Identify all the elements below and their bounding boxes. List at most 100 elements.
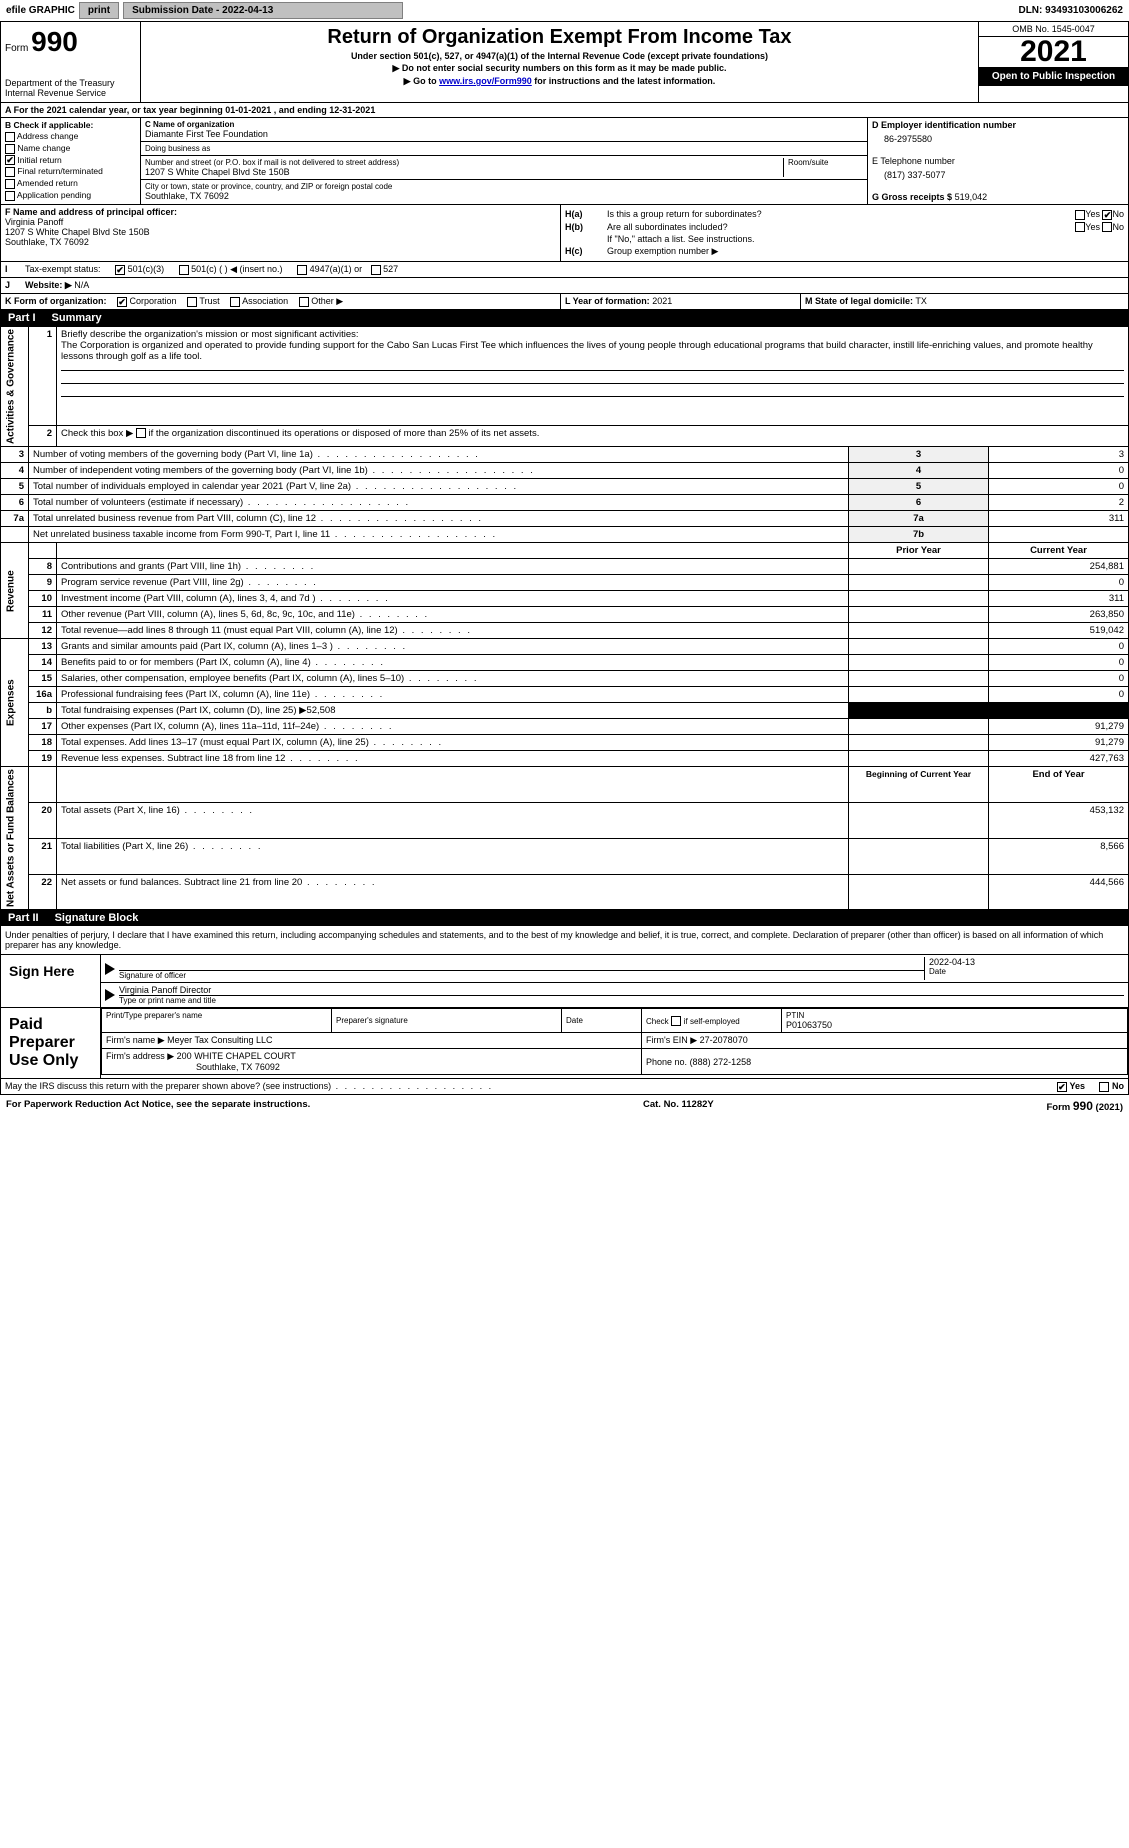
blank	[57, 767, 849, 803]
box-d-e-g: D Employer identification number 86-2975…	[868, 118, 1128, 204]
curr-val: 0	[989, 671, 1129, 687]
mission-text: The Corporation is organized and operate…	[61, 340, 1093, 362]
chk-discuss-no[interactable]	[1099, 1082, 1109, 1092]
line-num: 11	[29, 607, 57, 623]
form990-link[interactable]: www.irs.gov/Form990	[439, 76, 532, 86]
line-text: Total fundraising expenses (Part IX, col…	[57, 703, 849, 719]
chk-4947[interactable]	[297, 265, 307, 275]
ptin-value: P01063750	[786, 1020, 1123, 1030]
form-title: Return of Organization Exempt From Incom…	[145, 26, 974, 49]
form-word: Form	[5, 43, 28, 54]
line-text: Total unrelated business revenue from Pa…	[29, 511, 849, 527]
line-text: Program service revenue (Part VIII, line…	[57, 575, 849, 591]
box-b: B Check if applicable: Address change Na…	[1, 118, 141, 204]
chk-name-change[interactable]	[5, 144, 15, 154]
chk-hb-yes[interactable]	[1075, 222, 1085, 232]
addr-value: 1207 S White Chapel Blvd Ste 150B	[145, 167, 783, 177]
officer-addr2: Southlake, TX 76092	[5, 237, 556, 247]
name-title-label: Type or print name and title	[119, 996, 1124, 1005]
tax-year: 2021	[979, 37, 1128, 67]
chk-501c3[interactable]	[115, 265, 125, 275]
chk-ha-no[interactable]	[1102, 210, 1112, 220]
col-current: Current Year	[989, 543, 1129, 559]
chk-other[interactable]	[299, 297, 309, 307]
line-text: Total revenue—add lines 8 through 11 (mu…	[57, 623, 849, 639]
chk-address-change[interactable]	[5, 132, 15, 142]
chk-501c[interactable]	[179, 265, 189, 275]
prior-val	[849, 671, 989, 687]
submission-date-button[interactable]: Submission Date - 2022-04-13	[123, 2, 403, 19]
chk-association[interactable]	[230, 297, 240, 307]
lbl-hb-no: No	[1112, 222, 1124, 232]
lbl-trust: Trust	[199, 296, 219, 306]
chk-discuss-yes[interactable]	[1057, 1082, 1067, 1092]
chk-application-pending[interactable]	[5, 191, 15, 201]
col-end: End of Year	[989, 767, 1129, 803]
line-num: 18	[29, 735, 57, 751]
line-num: 20	[29, 803, 57, 839]
line-num: 9	[29, 575, 57, 591]
line-num: 17	[29, 719, 57, 735]
line-box: 6	[849, 495, 989, 511]
line-2-text-pre: Check this box ▶	[61, 428, 136, 439]
chk-trust[interactable]	[187, 297, 197, 307]
line-text: Professional fundraising fees (Part IX, …	[57, 687, 849, 703]
curr-val: 519,042	[989, 623, 1129, 639]
box-klm-row: K Form of organization: Corporation Trus…	[0, 294, 1129, 310]
lbl-hb-yes: Yes	[1085, 222, 1100, 232]
lbl-address-change: Address change	[17, 131, 78, 141]
l-value: 2021	[652, 296, 672, 306]
prep-check-pre: Check	[646, 1017, 669, 1026]
chk-amended-return[interactable]	[5, 179, 15, 189]
chk-discontinued[interactable]	[136, 428, 146, 438]
line-box: 5	[849, 479, 989, 495]
chk-initial-return[interactable]	[5, 155, 15, 165]
line-2-num: 2	[29, 425, 57, 447]
line-text: Number of independent voting members of …	[29, 463, 849, 479]
print-button[interactable]: print	[79, 2, 119, 19]
lbl-501c: 501(c) ( ) ◀ (insert no.)	[191, 264, 282, 274]
line-num: 21	[29, 838, 57, 874]
curr-val: 453,132	[989, 803, 1129, 839]
k-label: K Form of organization:	[5, 296, 107, 306]
blank	[29, 767, 57, 803]
box-f: F Name and address of principal officer:…	[1, 205, 561, 261]
chk-self-employed[interactable]	[671, 1016, 681, 1026]
form-header-right: OMB No. 1545-0047 2021 Open to Public In…	[978, 22, 1128, 102]
col-prior: Prior Year	[849, 543, 989, 559]
form-subtitle-1: Under section 501(c), 527, or 4947(a)(1)…	[145, 51, 974, 61]
part-ii-label: Part II	[8, 912, 39, 924]
line-val: 2	[989, 495, 1129, 511]
prior-val	[849, 874, 989, 910]
chk-hb-no[interactable]	[1102, 222, 1112, 232]
officer-name: Virginia Panoff	[5, 217, 556, 227]
curr-val: 254,881	[989, 559, 1129, 575]
subtitle3-post: for instructions and the latest informat…	[532, 76, 716, 86]
line-val	[989, 527, 1129, 543]
footer-center: Cat. No. 11282Y	[643, 1099, 714, 1113]
line-val: 0	[989, 479, 1129, 495]
line-text: Net assets or fund balances. Subtract li…	[57, 874, 849, 910]
line-val: 311	[989, 511, 1129, 527]
j-content: Website: ▶ N/A	[21, 278, 1128, 293]
box-h: H(a) Is this a group return for subordin…	[561, 205, 1128, 261]
preparer-table: Print/Type preparer's name Preparer's si…	[101, 1008, 1128, 1075]
sign-here-label: Sign Here	[1, 955, 101, 1007]
discuss-row: May the IRS discuss this return with the…	[0, 1079, 1129, 1095]
chk-final-return[interactable]	[5, 167, 15, 177]
dln-label: DLN: 93493103006262	[1018, 5, 1123, 16]
phone-label: E Telephone number	[872, 156, 1124, 166]
line-num: 8	[29, 559, 57, 575]
line-text: Benefits paid to or for members (Part IX…	[57, 655, 849, 671]
discuss-yes: Yes	[1069, 1081, 1085, 1091]
sig-officer-label: Signature of officer	[119, 971, 924, 980]
chk-ha-yes[interactable]	[1075, 210, 1085, 220]
curr-val: 91,279	[989, 719, 1129, 735]
chk-527[interactable]	[371, 265, 381, 275]
prior-val	[849, 703, 989, 719]
firm-addr1: 200 WHITE CHAPEL COURT	[177, 1051, 296, 1061]
lbl-other: Other ▶	[311, 296, 343, 306]
line-text: Revenue less expenses. Subtract line 18 …	[57, 751, 849, 767]
subtitle3-pre: ▶ Go to	[404, 76, 439, 86]
chk-corporation[interactable]	[117, 297, 127, 307]
